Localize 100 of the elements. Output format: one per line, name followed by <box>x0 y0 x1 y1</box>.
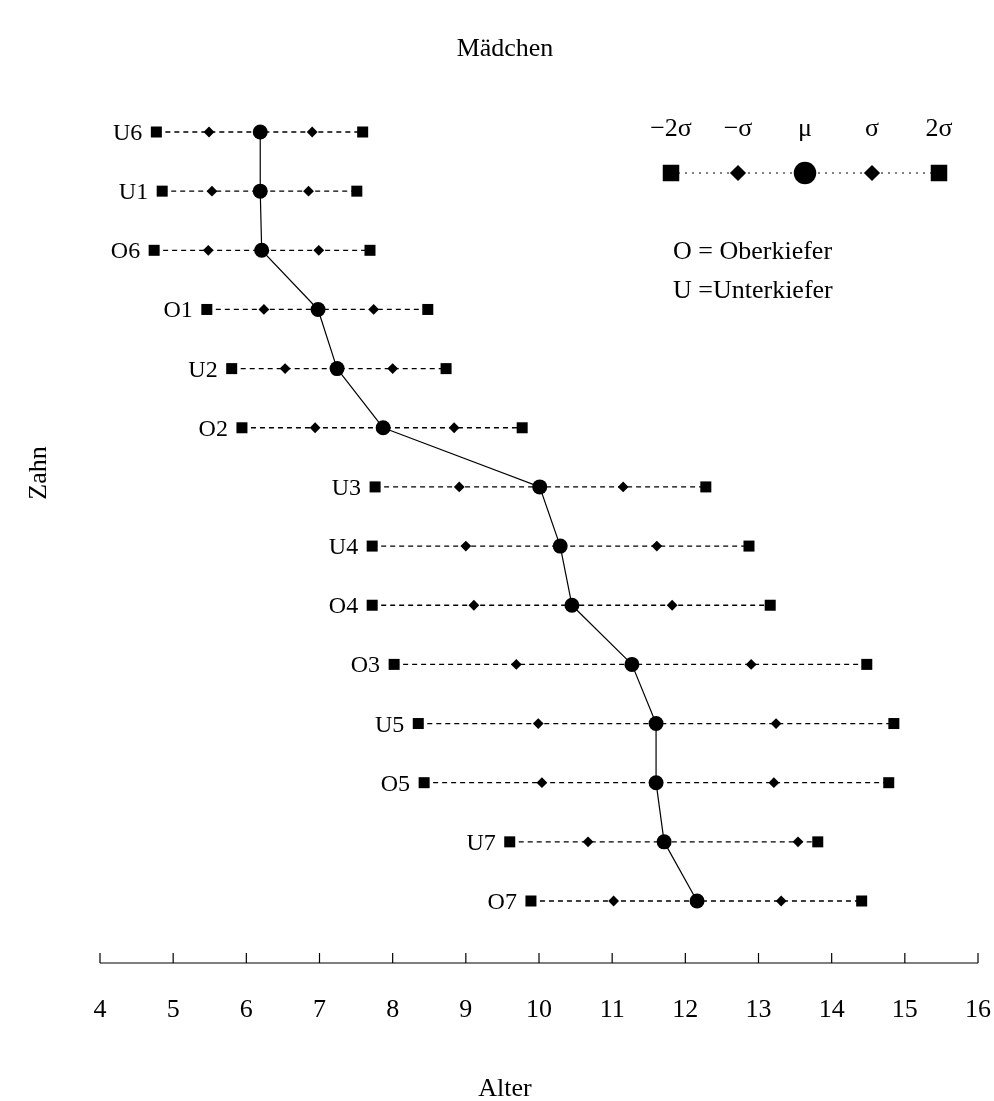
point <box>883 777 895 789</box>
point <box>366 599 378 611</box>
point <box>150 126 162 138</box>
point <box>148 244 160 256</box>
point <box>156 185 168 197</box>
y-tick-label: O6 <box>110 237 141 264</box>
point <box>468 599 480 611</box>
point <box>252 183 268 199</box>
point <box>453 481 465 493</box>
point <box>624 656 640 672</box>
y-tick-label: O2 <box>198 414 228 441</box>
point <box>582 836 594 848</box>
point <box>532 718 544 729</box>
point <box>369 481 381 493</box>
point <box>388 658 400 670</box>
point <box>375 420 391 436</box>
x-tick-label: 6 <box>239 994 253 1023</box>
point <box>689 893 705 909</box>
point <box>329 361 345 377</box>
x-tick-label: 14 <box>818 994 845 1023</box>
point <box>448 422 460 434</box>
y-tick-label: U7 <box>466 828 496 855</box>
point <box>226 363 238 375</box>
point <box>351 185 363 197</box>
point <box>504 836 516 848</box>
y-tick-label: U5 <box>374 710 405 737</box>
point <box>617 481 629 493</box>
y-tick-label: O7 <box>487 888 517 914</box>
x-tick-label: 5 <box>166 994 180 1023</box>
y-tick-label: U2 <box>188 355 218 382</box>
point <box>203 126 215 138</box>
point <box>648 716 664 732</box>
x-tick-label: 9 <box>459 994 473 1023</box>
point <box>387 363 399 375</box>
point <box>418 777 430 789</box>
point <box>564 597 580 613</box>
point <box>666 599 678 611</box>
x-tick-label: 11 <box>599 994 625 1023</box>
point <box>861 658 873 670</box>
point <box>202 244 214 256</box>
point <box>236 422 248 434</box>
point <box>460 540 472 552</box>
point <box>313 244 325 256</box>
x-tick-label: 4 <box>93 994 107 1023</box>
y-tick-label: O1 <box>163 296 193 323</box>
point <box>764 599 776 611</box>
point <box>279 363 291 375</box>
point <box>357 126 369 138</box>
x-tick-label: 15 <box>891 994 918 1023</box>
point <box>364 244 376 256</box>
point <box>743 540 755 552</box>
point <box>700 481 712 493</box>
y-tick-label: O5 <box>380 769 411 796</box>
point <box>888 718 900 730</box>
point <box>792 836 804 848</box>
point <box>656 834 672 850</box>
x-tick-label: 8 <box>386 994 400 1023</box>
point <box>440 363 452 375</box>
point <box>310 301 326 317</box>
x-tick-label: 12 <box>672 994 699 1023</box>
point <box>775 895 787 907</box>
annotation: O = Oberkiefer <box>673 236 833 265</box>
annotation: U =Unterkiefer <box>673 275 834 304</box>
y-tick-label: U3 <box>331 473 362 500</box>
point <box>252 124 268 140</box>
point <box>510 658 522 670</box>
point <box>206 185 218 197</box>
legend: −2σ −σ μ σ 2σ <box>650 113 953 185</box>
point <box>306 126 318 138</box>
y-tick-label: O3 <box>350 651 381 678</box>
x-tick-label: 10 <box>526 994 552 1023</box>
point <box>412 718 424 730</box>
y-tick-label: O4 <box>328 592 359 619</box>
point <box>608 895 620 907</box>
point <box>525 895 537 907</box>
x-axis-title: Alter <box>478 1073 533 1101</box>
y-tick-label: U4 <box>328 533 359 560</box>
point <box>254 242 270 258</box>
y-tick-label: U6 <box>112 119 143 145</box>
y-tick-label: U1 <box>118 178 149 205</box>
point <box>768 777 780 789</box>
x-tick-label: 13 <box>745 994 772 1023</box>
point <box>201 303 213 315</box>
point <box>516 422 528 434</box>
point <box>745 658 757 670</box>
point <box>309 422 321 434</box>
chart-title: Mädchen <box>456 33 554 62</box>
point <box>812 836 824 848</box>
y-axis-title: Zahn <box>23 446 52 500</box>
point <box>366 540 378 552</box>
point <box>552 538 568 554</box>
point <box>651 540 663 552</box>
point <box>856 895 868 907</box>
point <box>303 185 314 197</box>
x-tick-label: 7 <box>313 994 326 1023</box>
point <box>648 775 664 791</box>
point <box>532 479 548 495</box>
point <box>422 303 434 315</box>
point <box>536 777 548 789</box>
x-tick-label: 16 <box>965 994 991 1023</box>
